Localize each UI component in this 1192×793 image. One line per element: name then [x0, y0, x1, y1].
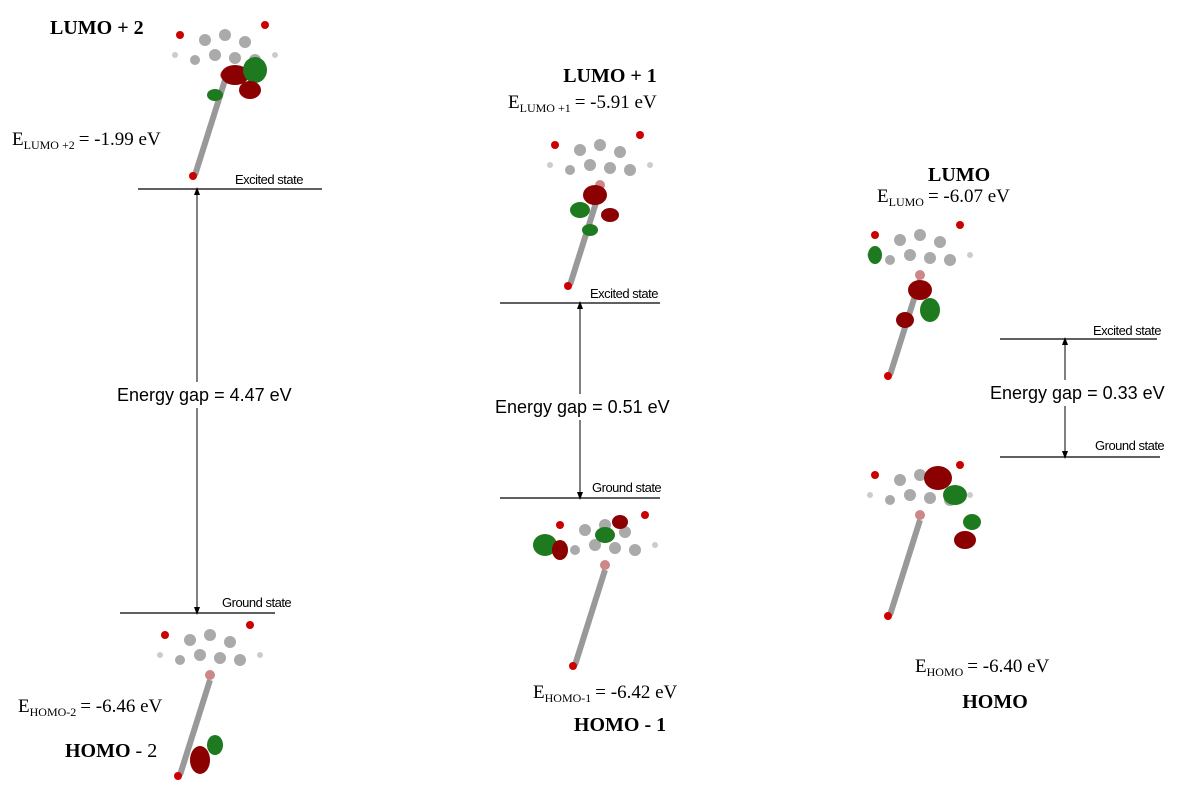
text-part: LUMO +2: [24, 138, 75, 152]
energy-label: ELUMO= -6.07 eV: [877, 186, 1010, 209]
energy-label: ELUMO +1 = -5.91 eV: [508, 92, 657, 115]
text-part: E: [508, 92, 520, 113]
state-label: Ground state: [1095, 438, 1164, 453]
energy-label: EHOMO-2= -6.46 eV: [18, 696, 163, 719]
text-part: HOMO: [65, 740, 131, 762]
state-label: Excited state: [590, 286, 658, 301]
text-part: LUMO +1: [520, 101, 571, 115]
state-label: Excited state: [1093, 323, 1161, 338]
text-part: HOMO: [927, 665, 964, 679]
orbital-title: LUMO + 2: [50, 17, 144, 39]
text-part: E: [18, 696, 30, 717]
text-part: E: [533, 682, 545, 703]
text-part: LUMO: [889, 195, 925, 209]
orbital-title: LUMO + 1: [563, 65, 657, 87]
text-part: = -1.99 eV: [79, 129, 161, 150]
gap-label: Energy gap = 0.51 eV: [495, 397, 670, 417]
text-part: = -6.42 eV: [595, 682, 677, 703]
energy-label: EHOMO-1= -6.42 eV: [533, 682, 678, 705]
state-label: Ground state: [592, 480, 661, 495]
orbital-title: HOMO: [962, 691, 1028, 713]
energy-label: ELUMO +2 = -1.99 eV: [12, 129, 161, 152]
text-part: HOMO-2: [30, 705, 77, 719]
text-part: = -6.46 eV: [80, 696, 162, 717]
text-part: E: [877, 186, 889, 207]
energy-label: EHOMO= -6.40 eV: [915, 656, 1050, 679]
text-part: E: [915, 656, 927, 677]
energy-diagram: LUMO + 2 ELUMO +2= -1.99 eV Excited stat…: [0, 0, 1192, 793]
orbital-title: LUMO: [928, 164, 990, 186]
text-part: - 2: [136, 740, 158, 762]
state-label: Excited state: [235, 172, 303, 187]
gap-label: Energy gap = 4.47 eV: [117, 385, 292, 405]
state-label: Ground state: [222, 595, 291, 610]
gap-label: Energy gap = 0.33 eV: [990, 383, 1165, 403]
orbital-title: HOMO - 2: [65, 740, 157, 762]
text-part: E: [12, 129, 24, 150]
text-part: = -5.91 eV: [575, 92, 657, 113]
orbital-title: HOMO - 1: [574, 714, 666, 736]
text-part: HOMO-1: [545, 691, 592, 705]
text-part: = -6.07 eV: [928, 186, 1010, 207]
text-part: = -6.40 eV: [967, 656, 1049, 677]
